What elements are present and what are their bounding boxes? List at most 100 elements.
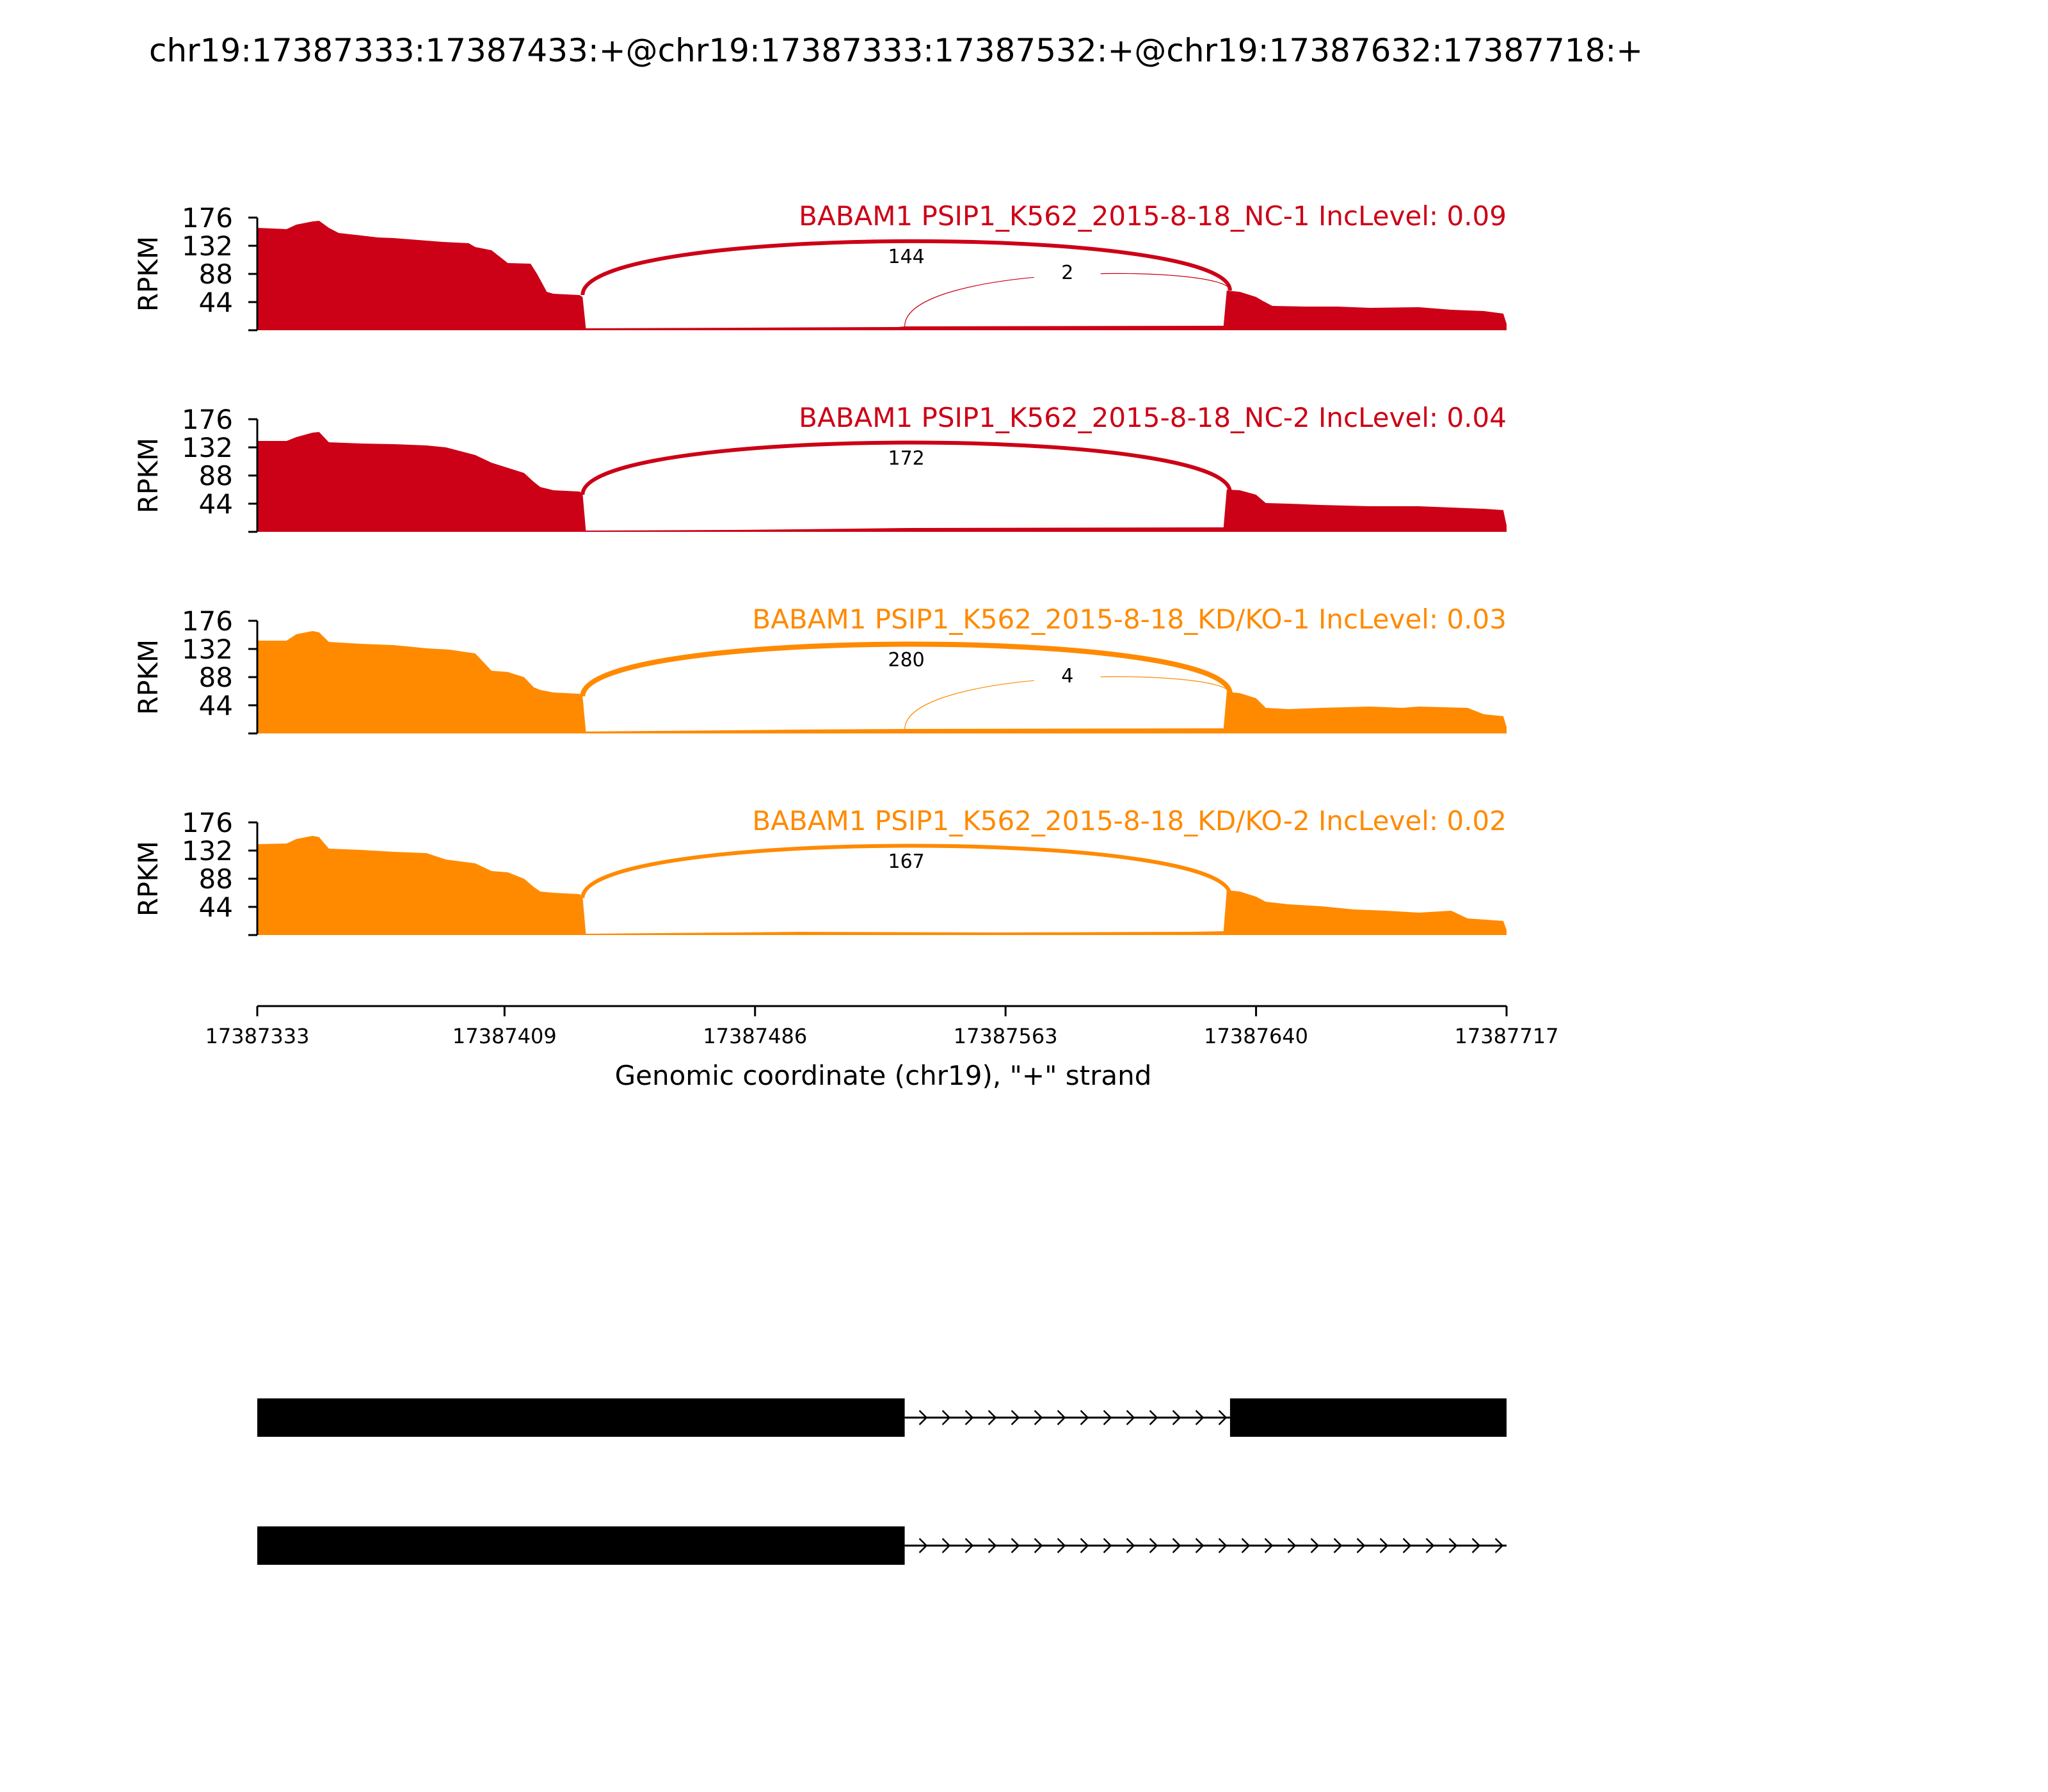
intron-arrow	[941, 1410, 951, 1425]
sample-label: BABAM1 PSIP1_K562_2015-8-18_NC-1 IncLeve…	[799, 200, 1507, 232]
intron-arrow	[1080, 1410, 1089, 1425]
x-axis-ticks: 17387333 17387409 17387486 17387563 17387640…	[205, 1006, 1559, 1048]
y-tick-label: 132	[182, 835, 233, 867]
sample-label: BABAM1 PSIP1_K562_2015-8-18_KD/KO-1 IncL…	[752, 604, 1507, 635]
intron-arrow	[1011, 1538, 1020, 1553]
sample-label: BABAM1 PSIP1_K562_2015-8-18_NC-2 IncLeve…	[799, 402, 1507, 433]
intron-arrow	[1241, 1538, 1251, 1553]
y-tick-label: 132	[182, 432, 233, 463]
junction-count-bg	[873, 445, 940, 471]
y-tick-label: 88	[199, 662, 233, 693]
y-tick-label: 176	[182, 807, 233, 838]
intron-arrow	[1149, 1538, 1158, 1553]
gene-structure	[257, 1398, 1507, 1565]
x-tick-label: 17387486	[703, 1024, 807, 1048]
exon-block	[1229, 1398, 1507, 1437]
y-tick-label: 176	[182, 404, 233, 435]
intron-arrow	[988, 1410, 997, 1425]
y-tick-label: 88	[199, 460, 233, 492]
intron-arrow	[1172, 1410, 1181, 1425]
y-tick-label: 88	[199, 863, 233, 895]
y-axis-label: RPKM	[132, 841, 164, 916]
intron-arrow	[1080, 1538, 1089, 1553]
intron-arrow	[1149, 1410, 1158, 1425]
junction-count-bg	[873, 244, 940, 269]
intron-arrow	[1126, 1538, 1135, 1553]
junction-arc	[580, 844, 1232, 899]
x-axis: 17387333 17387409 17387486 17387563 17387640…	[205, 1005, 1559, 1091]
junction-arc	[580, 440, 1232, 495]
intron-arrow	[1310, 1538, 1320, 1553]
y-tick-label: 44	[199, 690, 233, 721]
intron-arrow	[941, 1538, 951, 1553]
intron-arrow	[1195, 1410, 1204, 1425]
junction-count-bg	[1034, 663, 1101, 689]
junction-count-bg	[873, 647, 940, 673]
intron-arrow	[1356, 1538, 1366, 1553]
junction-arc	[580, 239, 1232, 296]
x-tick-label: 17387409	[452, 1024, 557, 1048]
intron-arrow	[1218, 1410, 1228, 1425]
intron-arrow	[964, 1538, 974, 1553]
coverage-area	[257, 221, 1507, 330]
y-axis-label: RPKM	[132, 639, 164, 715]
intron-arrow	[1057, 1410, 1066, 1425]
y-tick-label: 132	[182, 634, 233, 665]
x-tick-label: 17387563	[954, 1024, 1058, 1048]
intron-arrow	[964, 1410, 974, 1425]
junction-count-bg	[873, 849, 940, 874]
intron-arrow	[1034, 1410, 1043, 1425]
junction-arc	[580, 641, 1233, 697]
intron-arrow	[1425, 1538, 1435, 1553]
junction-count: 144	[888, 246, 924, 268]
intron-arrow	[1218, 1538, 1228, 1553]
figure-title: chr19:17387333:17387433:+@chr19:17387333…	[149, 32, 1643, 69]
intron-arrow	[1379, 1538, 1389, 1553]
coverage-area	[257, 432, 1507, 532]
intron-arrow	[1034, 1538, 1043, 1553]
intron-arrow	[1126, 1410, 1135, 1425]
intron-arrow	[1172, 1538, 1181, 1553]
junction-count: 172	[888, 447, 924, 470]
intron-arrow	[1264, 1538, 1274, 1553]
intron-arrow	[1011, 1410, 1020, 1425]
intron-arrow	[1494, 1538, 1504, 1553]
y-tick-label: 176	[182, 202, 233, 234]
y-tick-label: 44	[199, 287, 233, 318]
isoform	[257, 1398, 1507, 1437]
intron-arrow	[918, 1410, 928, 1425]
intron-arrow	[918, 1538, 928, 1553]
sample-label: BABAM1 PSIP1_K562_2015-8-18_KD/KO-2 IncL…	[752, 805, 1507, 836]
x-axis-label: Genomic coordinate (chr19), "+" strand	[615, 1060, 1152, 1091]
intron-arrow	[1448, 1538, 1458, 1553]
junction-count: 2	[1061, 262, 1073, 284]
junction-count: 167	[888, 851, 924, 873]
y-tick-label: 88	[199, 259, 233, 290]
junction-count: 4	[1061, 665, 1073, 687]
y-tick-label: 176	[182, 605, 233, 637]
intron-arrow	[1057, 1538, 1066, 1553]
y-tick-label: 132	[182, 230, 233, 262]
intron-arrow	[1103, 1538, 1112, 1553]
junction-count: 280	[888, 649, 924, 671]
y-axis-label: RPKM	[132, 438, 164, 513]
y-tick-label: 44	[199, 892, 233, 923]
intron-arrow	[988, 1538, 997, 1553]
junction-count-bg	[1034, 260, 1101, 285]
y-axis-label: RPKM	[132, 236, 164, 312]
x-tick-label: 17387333	[205, 1024, 310, 1048]
x-tick-label: 17387717	[1455, 1024, 1559, 1048]
coverage-area	[257, 631, 1507, 733]
exon-block	[257, 1526, 905, 1565]
exon-block	[257, 1398, 905, 1437]
intron-arrow	[1195, 1538, 1204, 1553]
intron-arrow	[1103, 1410, 1112, 1425]
x-tick-label: 17387640	[1204, 1024, 1308, 1048]
intron-arrow	[1402, 1538, 1412, 1553]
